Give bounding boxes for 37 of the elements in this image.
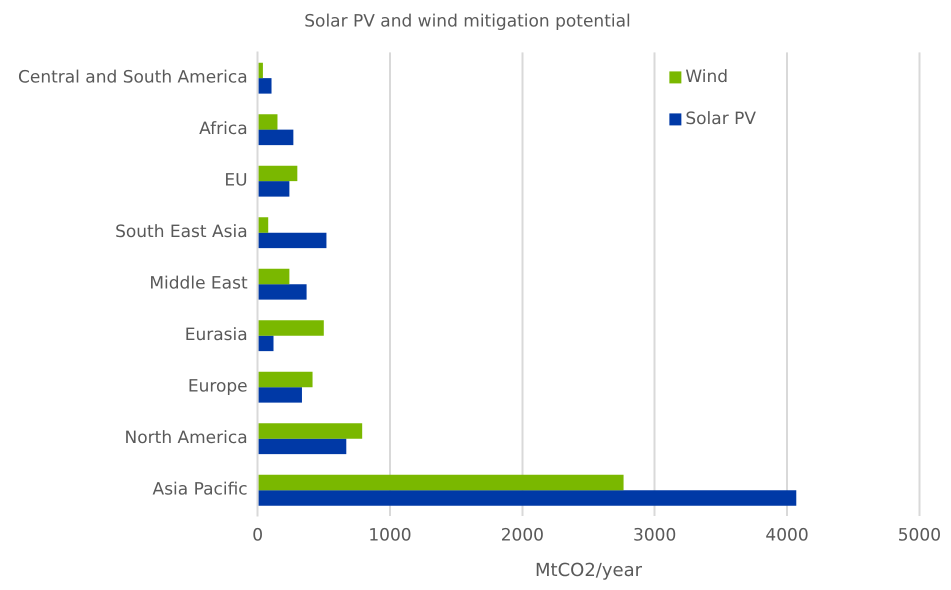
bar	[258, 217, 268, 233]
bar	[258, 438, 346, 454]
x-tick-label: 3000	[633, 526, 676, 546]
x-axis-title: MtCO2/year	[534, 560, 643, 581]
x-tick-label: 4000	[765, 526, 809, 546]
bar	[258, 387, 302, 403]
bar	[258, 114, 278, 130]
y-tick-label: EU	[224, 170, 248, 191]
bar	[258, 423, 362, 439]
x-tick-label: 1000	[368, 526, 412, 546]
bar	[258, 490, 796, 506]
y-tick-label: Asia Pacific	[152, 480, 248, 500]
y-tick-label: Middle East	[149, 274, 248, 294]
y-tick-label: Africa	[199, 119, 248, 140]
bar	[258, 268, 290, 284]
bar	[258, 372, 313, 388]
bar	[258, 320, 324, 336]
y-tick-label: North America	[124, 428, 248, 448]
y-tick-label: Europe	[188, 376, 248, 397]
bar	[258, 130, 294, 146]
legend-label: Wind	[685, 66, 728, 87]
bar	[258, 284, 307, 300]
bar	[258, 232, 326, 248]
bar	[258, 474, 624, 490]
x-tick-label: 5000	[898, 526, 941, 546]
y-tick-label: Central and South America	[18, 68, 248, 88]
bar	[258, 62, 263, 78]
bar	[258, 336, 274, 352]
chart-title: Solar PV and wind mitigation potential	[304, 12, 631, 32]
bar	[258, 166, 298, 182]
legend-label: Solar PV	[685, 108, 756, 129]
x-tick-label: 2000	[500, 526, 544, 546]
x-tick-label: 0	[252, 526, 264, 546]
bar	[258, 78, 272, 94]
bar	[258, 181, 290, 197]
y-tick-label: South East Asia	[115, 222, 248, 242]
y-tick-label: Eurasia	[184, 325, 248, 346]
